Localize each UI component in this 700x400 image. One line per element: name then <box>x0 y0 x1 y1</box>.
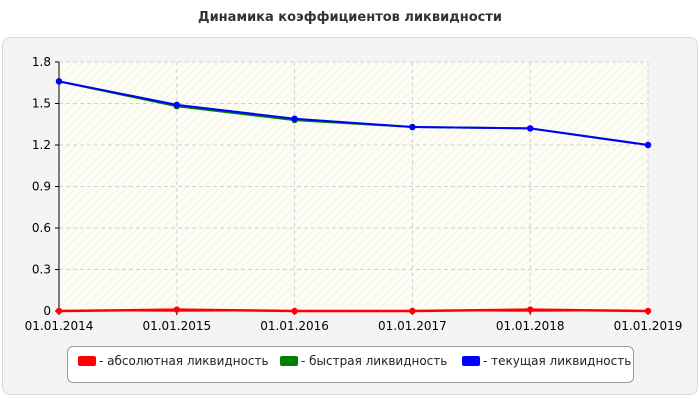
data-point-current <box>55 78 63 85</box>
y-tick-label: 1.2 <box>32 138 51 152</box>
legend-label-quick: - быстрая ликвидность <box>301 354 448 368</box>
data-point-current <box>173 101 180 109</box>
data-point-absolute <box>409 307 416 315</box>
legend-label-absolute: - абсолютная ликвидность <box>99 354 269 368</box>
y-tick-label: 0.3 <box>32 263 51 277</box>
x-tick-label: 01.01.2015 <box>142 319 211 333</box>
x-tick-label: 01.01.2016 <box>260 319 329 333</box>
tick-labels: 0 0.3 0.6 0.9 1.2 1.5 1.8 01.01.2014 01.01.2015 0… <box>25 55 683 333</box>
x-tick-label: 01.01.2018 <box>496 319 565 333</box>
legend-item-absolute: - абсолютная ликвидность <box>78 353 269 369</box>
chart-title: Динамика коэффициентов ликвидности <box>198 10 502 25</box>
data-point-absolute <box>291 307 298 315</box>
y-tick-label: 1.5 <box>32 97 51 111</box>
data-point-current <box>527 125 534 132</box>
x-tick-label: 01.01.2019 <box>614 319 683 333</box>
grid-lines <box>59 61 649 311</box>
y-tick-label: 0.9 <box>32 180 51 194</box>
legend-item-quick: - быстрая ликвидность <box>280 353 447 369</box>
series-lines <box>55 78 652 315</box>
data-point-current <box>291 115 298 122</box>
x-tick-label: 01.01.2017 <box>378 319 447 333</box>
data-point-current <box>409 123 416 131</box>
legend-swatch-current <box>462 356 480 366</box>
data-point-absolute <box>644 307 652 315</box>
data-point-absolute <box>527 306 534 313</box>
y-tick-label: 0.6 <box>32 221 51 235</box>
series-line-absolute <box>58 308 649 313</box>
series-line-current <box>58 80 649 146</box>
y-tick-label: 1.8 <box>32 55 51 69</box>
x-tick-label: 01.01.2014 <box>25 319 94 333</box>
data-point-current <box>644 141 652 149</box>
chart-legend: - абсолютная ликвидность - быстрая ликви… <box>67 346 634 383</box>
legend-swatch-absolute <box>78 356 96 366</box>
legend-label-current: - текущая ликвидность <box>483 354 632 368</box>
legend-item-current: - текущая ликвидность <box>462 353 631 369</box>
data-point-absolute <box>55 307 63 315</box>
data-point-absolute <box>173 306 180 313</box>
legend-swatch-quick <box>280 356 298 366</box>
y-tick-label: 0 <box>43 304 51 318</box>
